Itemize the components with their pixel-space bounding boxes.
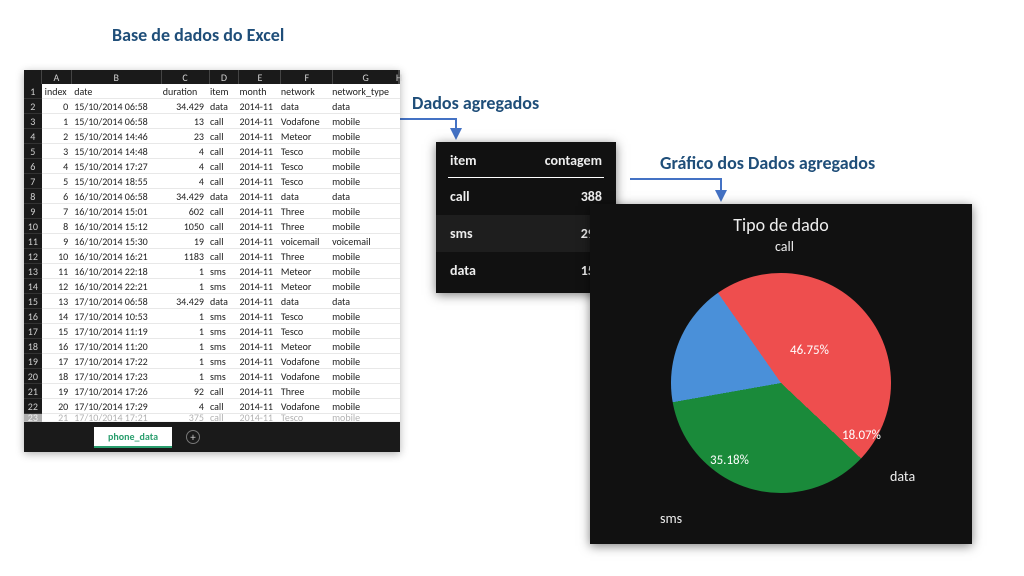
excel-screenshot: A B C D E F G H 1indexdatedurationitemmo… [24, 70, 400, 452]
excel-footer: phone_data + [24, 422, 400, 452]
table-row[interactable]: 8616/10/2014 06:5834.429data2014-11datad… [24, 189, 400, 204]
table-row[interactable]: 121016/10/2014 16:211183call2014-11Three… [24, 249, 400, 264]
table-row[interactable]: 6415/10/2014 17:274call2014-11Tescomobil… [24, 159, 400, 174]
table-row[interactable]: 3115/10/2014 06:5813call2014-11Vodafonem… [24, 114, 400, 129]
col-letter[interactable]: B [72, 70, 162, 84]
aggregate-header: item contagem [436, 152, 616, 177]
col-letter[interactable]: H [399, 70, 400, 84]
aggregate-row: call388 [436, 178, 616, 215]
sheet-tab[interactable]: phone_data [94, 427, 172, 448]
table-row[interactable]: 5315/10/2014 14:484call2014-11Tescomobil… [24, 144, 400, 159]
table-row[interactable]: 181617/10/2014 11:201sms2014-11Meteormob… [24, 339, 400, 354]
table-row[interactable]: 191717/10/2014 17:221sms2014-11Vodafonem… [24, 354, 400, 369]
table-row[interactable]: 7515/10/2014 18:554call2014-11Tescomobil… [24, 174, 400, 189]
pie-slice-pct: 18.07% [842, 428, 881, 443]
pie-chart-title: Tipo de dado [590, 204, 972, 238]
pie-slice-pct: 35.18% [710, 453, 749, 468]
table-row: 232117/10/2014 17:21375call2014-11Tescom… [24, 414, 400, 422]
aggregate-table: item contagem call388sms292data150 [436, 142, 616, 293]
agg-count: 388 [526, 188, 602, 205]
table-row[interactable]: 2015/10/2014 06:5834.429data2014-11datad… [24, 99, 400, 114]
pie-slice-pct: 46.75% [790, 343, 829, 358]
table-row[interactable]: 9716/10/2014 15:01602call2014-11Threemob… [24, 204, 400, 219]
excel-column-letters: A B C D E F G H [24, 70, 400, 84]
aggregate-row: data150 [436, 252, 616, 289]
col-letter[interactable]: F [281, 70, 333, 84]
table-row[interactable]: 211917/10/2014 17:2692call2014-11Threemo… [24, 384, 400, 399]
agg-item: data [450, 262, 526, 279]
table-row[interactable]: 1indexdatedurationitemmonthnetworknetwor… [24, 84, 400, 99]
table-row[interactable]: 161417/10/2014 10:531sms2014-11Tescomobi… [24, 309, 400, 324]
col-letter[interactable]: E [239, 70, 281, 84]
add-sheet-button[interactable]: + [186, 430, 200, 444]
table-row[interactable]: 10816/10/2014 15:121050call2014-11Threem… [24, 219, 400, 234]
pie-chart [671, 273, 891, 493]
pie-chart-area: call 46.75% sms 35.18% data 18.07% [590, 238, 972, 528]
table-row[interactable]: 141216/10/2014 22:211sms2014-11Meteormob… [24, 279, 400, 294]
pie-slice-label: sms [660, 510, 682, 527]
aggregate-row: sms292 [436, 215, 616, 252]
excel-body: 1indexdatedurationitemmonthnetworknetwor… [24, 84, 400, 422]
table-row[interactable]: 11916/10/2014 15:3019call2014-11voicemai… [24, 234, 400, 249]
agg-item: call [450, 188, 526, 205]
col-letter[interactable]: G [333, 70, 399, 84]
table-row[interactable]: 201817/10/2014 17:231sms2014-11Vodafonem… [24, 369, 400, 384]
table-row[interactable]: 131116/10/2014 22:181sms2014-11Meteormob… [24, 264, 400, 279]
col-letter[interactable]: A [42, 70, 72, 84]
table-row[interactable]: 4215/10/2014 14:4623call2014-11Meteormob… [24, 129, 400, 144]
table-row[interactable]: 171517/10/2014 11:191sms2014-11Tescomobi… [24, 324, 400, 339]
col-letter[interactable]: D [210, 70, 240, 84]
col-letter[interactable]: C [162, 70, 210, 84]
pie-chart-panel: Tipo de dado call 46.75% sms 35.18% data 18.0… [590, 204, 972, 544]
agg-header-item: item [450, 152, 526, 169]
table-row[interactable]: 222017/10/2014 17:294call2014-11Vodafone… [24, 399, 400, 414]
agg-header-count: contagem [526, 152, 602, 169]
pie-slice-label: data [890, 468, 915, 485]
agg-item: sms [450, 225, 526, 242]
table-row[interactable]: 151317/10/2014 06:5834.429data2014-11dat… [24, 294, 400, 309]
pie-slice-label: call [775, 238, 794, 255]
